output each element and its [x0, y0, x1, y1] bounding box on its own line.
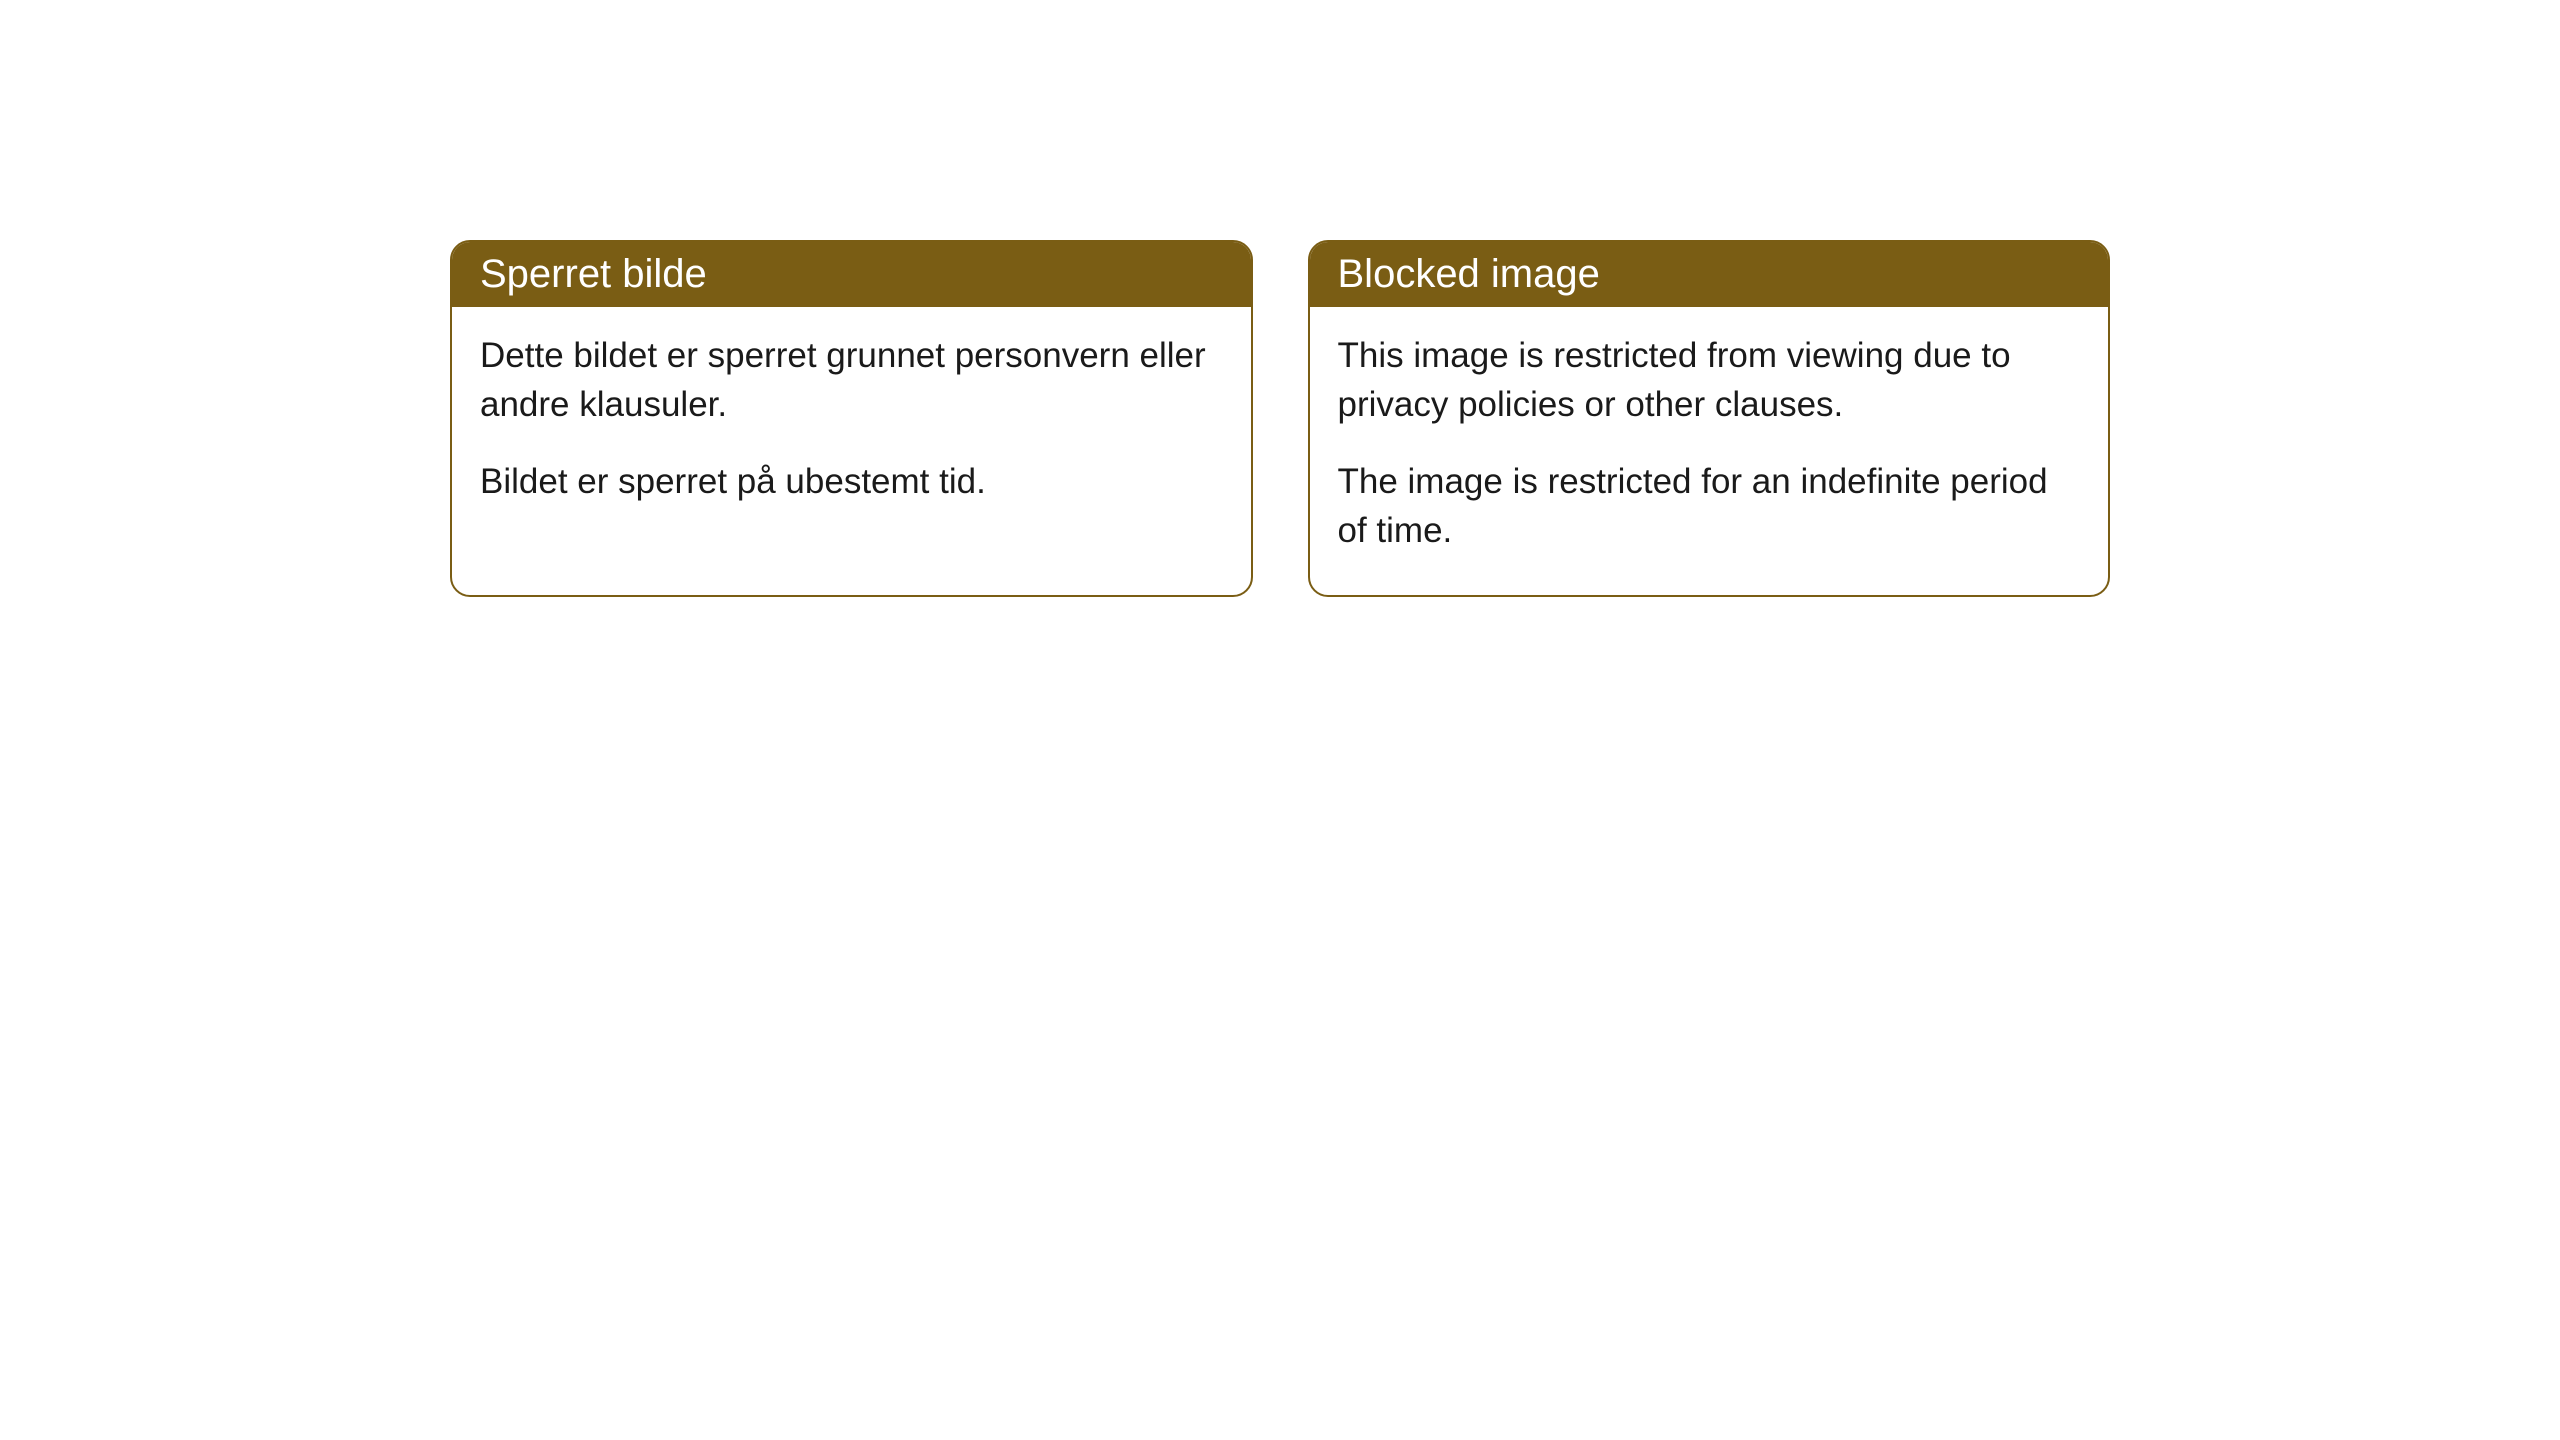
card-paragraph-2: Bildet er sperret på ubestemt tid.: [480, 457, 1223, 506]
blocked-image-card-norwegian: Sperret bilde Dette bildet er sperret gr…: [450, 240, 1253, 597]
card-header-english: Blocked image: [1310, 242, 2109, 307]
card-title: Sperret bilde: [480, 252, 707, 296]
card-header-norwegian: Sperret bilde: [452, 242, 1251, 307]
card-body-norwegian: Dette bildet er sperret grunnet personve…: [452, 307, 1251, 546]
blocked-image-card-english: Blocked image This image is restricted f…: [1308, 240, 2111, 597]
card-body-english: This image is restricted from viewing du…: [1310, 307, 2109, 595]
card-title: Blocked image: [1338, 252, 1600, 296]
card-paragraph-2: The image is restricted for an indefinit…: [1338, 457, 2081, 555]
card-paragraph-1: Dette bildet er sperret grunnet personve…: [480, 331, 1223, 429]
card-paragraph-1: This image is restricted from viewing du…: [1338, 331, 2081, 429]
notice-cards-container: Sperret bilde Dette bildet er sperret gr…: [450, 240, 2110, 597]
